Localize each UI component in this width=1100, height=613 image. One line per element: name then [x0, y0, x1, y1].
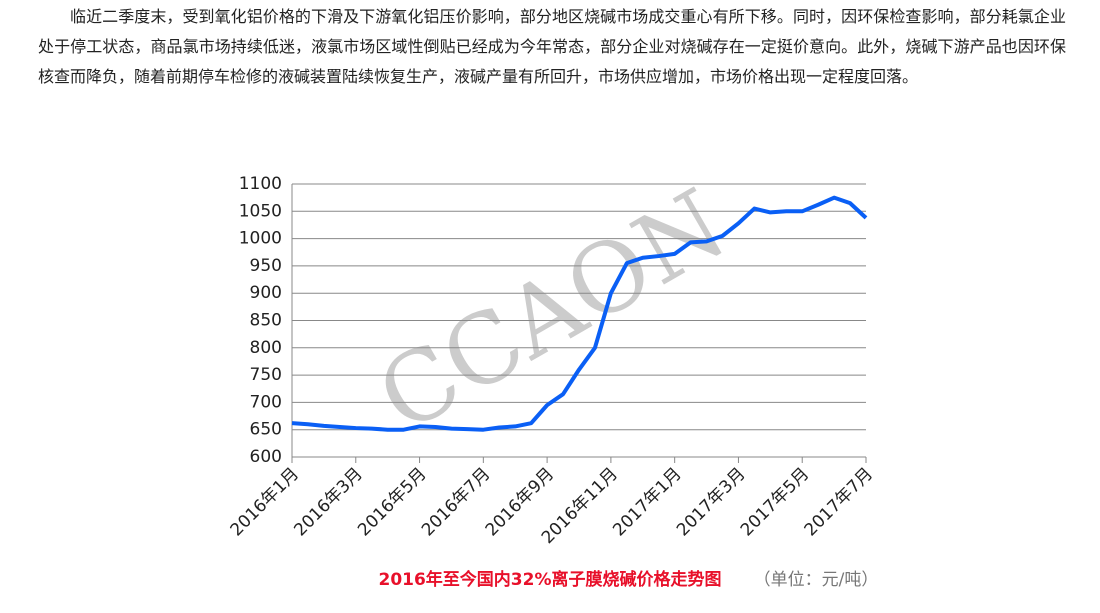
x-tick-label: 2017年7月	[801, 464, 877, 540]
y-tick-label: 900	[250, 283, 282, 303]
y-tick-label: 750	[250, 365, 282, 385]
y-tick-label: 1100	[239, 174, 282, 194]
x-tick-label: 2016年3月	[290, 464, 366, 540]
paragraph: 临近二季度末，受到氧化铝价格的下滑及下游氧化铝压价影响，部分地区烧碱市场成交重心…	[38, 7, 1066, 86]
chart-subtitle: （单位：元/吨）	[754, 570, 879, 590]
y-tick-label: 850	[250, 311, 282, 331]
chart-title: 2016年至今国内32%离子膜烧碱价格走势图	[378, 569, 721, 590]
line-series	[291, 195, 868, 432]
y-tick-label: 650	[250, 420, 282, 440]
y-tick-label: 1000	[239, 229, 282, 249]
x-tick-label: 2017年5月	[737, 464, 813, 540]
y-tick-label: 950	[250, 256, 282, 276]
x-tick-label: 2016年7月	[418, 464, 494, 540]
y-tick-label: 1050	[239, 201, 282, 221]
y-tick-label: 600	[250, 447, 282, 467]
y-tick-label: 700	[250, 392, 282, 412]
x-tick-label: 2016年1月	[227, 464, 303, 540]
x-tick-label: 2017年1月	[609, 464, 685, 540]
x-tick-label: 2016年5月	[354, 464, 430, 540]
x-tick-label: 2017年3月	[673, 464, 749, 540]
y-tick-label: 800	[250, 338, 282, 358]
